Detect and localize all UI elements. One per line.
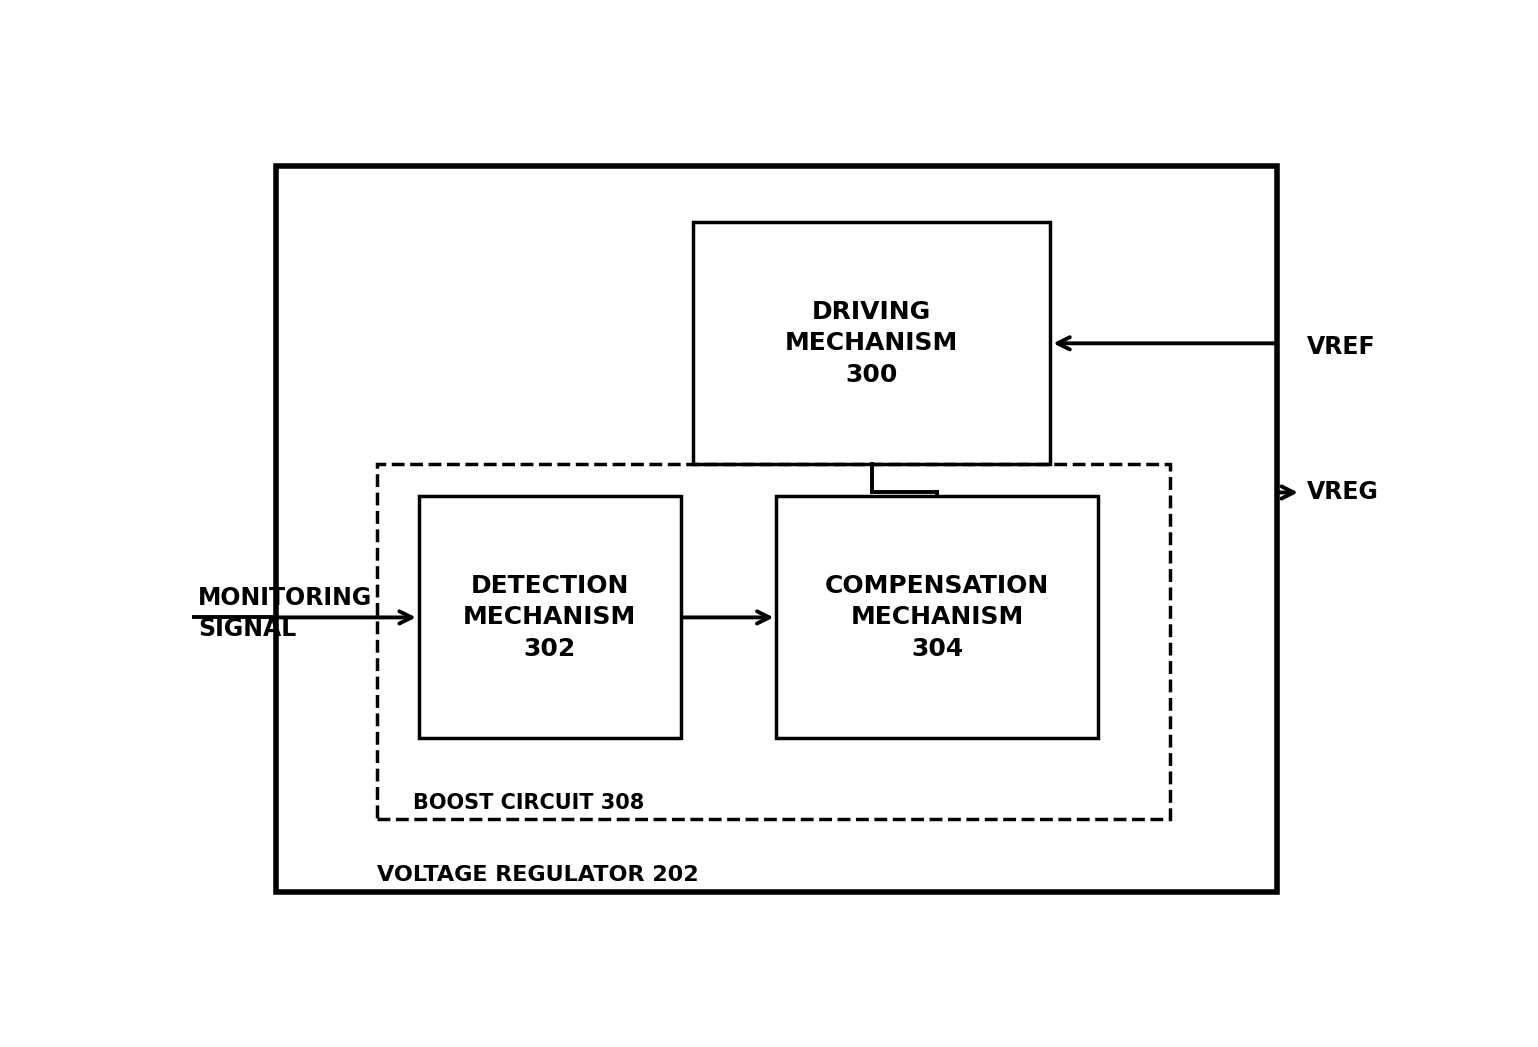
Bar <box>777 496 1098 738</box>
Text: VREG: VREG <box>1307 481 1378 505</box>
Text: BOOST CIRCUIT 308: BOOST CIRCUIT 308 <box>412 793 644 812</box>
Bar <box>692 222 1050 464</box>
Bar <box>377 464 1170 819</box>
Text: VREF: VREF <box>1307 335 1375 359</box>
Text: DRIVING
MECHANISM
300: DRIVING MECHANISM 300 <box>784 299 958 387</box>
Bar <box>275 165 1277 892</box>
Text: COMPENSATION
MECHANISM
304: COMPENSATION MECHANISM 304 <box>824 574 1049 661</box>
Text: MONITORING
SIGNAL: MONITORING SIGNAL <box>198 585 372 641</box>
Bar <box>418 496 681 738</box>
Text: VOLTAGE REGULATOR 202: VOLTAGE REGULATOR 202 <box>377 865 698 885</box>
Text: DETECTION
MECHANISM
302: DETECTION MECHANISM 302 <box>463 574 637 661</box>
